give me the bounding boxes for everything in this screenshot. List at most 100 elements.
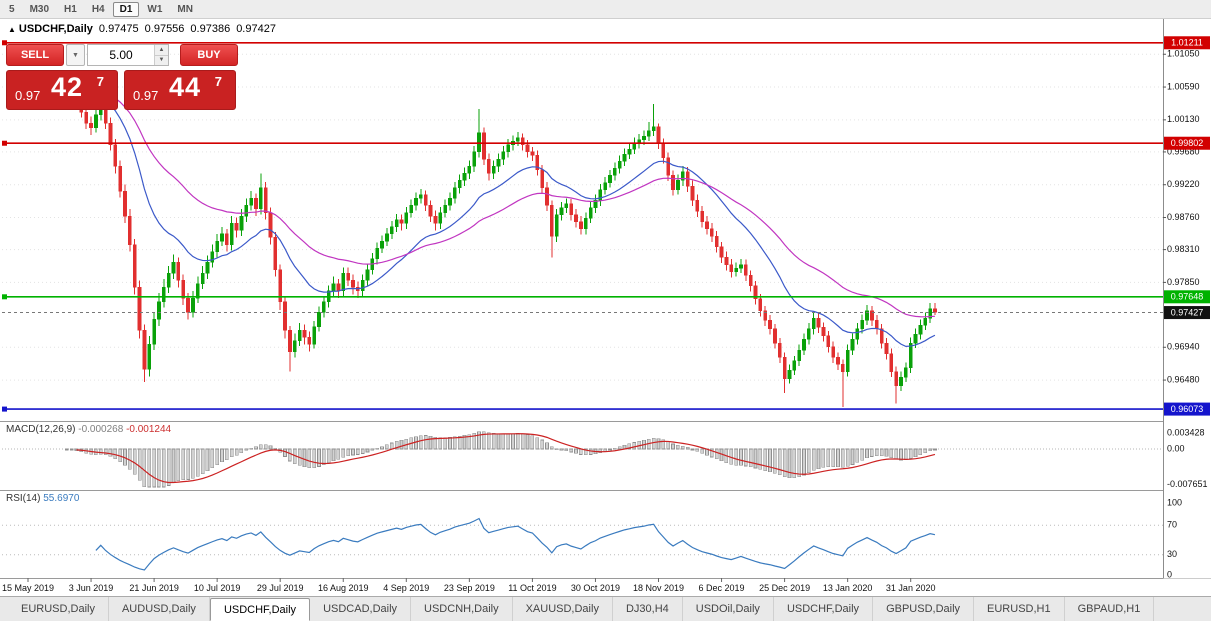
date-axis-label: 21 Jun 2019 (129, 583, 179, 593)
price-axis-label: 0.99680 (1167, 146, 1200, 156)
chart-tab-3-usdcad-daily[interactable]: USDCAD,Daily (310, 597, 412, 621)
timeframe-toolbar: 5 M30 H1 H4 D1 W1 MN (0, 0, 1211, 19)
price-badge-text: 1.01211 (1171, 38, 1203, 48)
timeframe-button-m30[interactable]: M30 (29, 3, 50, 15)
chart-tab-1-audusd-daily[interactable]: AUDUSD,Daily (109, 597, 210, 621)
order-type-dropdown[interactable]: ▼ (66, 44, 85, 66)
price-axis-label: 0.98760 (1167, 212, 1200, 222)
level-line-handle[interactable] (2, 140, 7, 146)
price-axis: 1.01050 1.00590 1.00130 0.99680 0.99220 0.987… (1163, 49, 1200, 384)
date-axis-label: 3 Jun 2019 (69, 583, 114, 593)
sell-price-pip: 7 (96, 74, 104, 89)
date-axis-label: 10 Jul 2019 (194, 583, 241, 593)
buy-price-base: 0.97 (133, 88, 159, 103)
timeframe-button-w1[interactable]: W1 (147, 3, 163, 15)
chart-quote-line: ▲ USDCHF,Daily 0.97475 0.97556 0.97386 0… (8, 23, 276, 35)
price-axis-label: 0.99220 (1167, 179, 1200, 189)
rsi-label: RSI(14) 55.6970 (6, 493, 80, 504)
horizontal-level-lines[interactable] (2, 40, 1163, 412)
price-badge-1.01211 (1164, 36, 1210, 50)
chart-tab-4-usdcnh-daily[interactable]: USDCNH,Daily (411, 597, 513, 621)
chevron-down-icon: ▼ (72, 51, 79, 59)
price-gridlines (2, 53, 1163, 381)
rsi-axis-label: 100 (1167, 497, 1182, 507)
buy-price-box[interactable]: 0.97 44 7 (124, 70, 236, 110)
date-axis-label: 16 Aug 2019 (318, 583, 369, 593)
chart-tab-5-xauusd-daily[interactable]: XAUUSD,Daily (513, 597, 613, 621)
macd-signal-line (76, 433, 936, 484)
price-badge-0.99802 (1164, 136, 1210, 150)
quote-open: 0.97475 (98, 23, 139, 35)
sell-price-big: 42 (51, 72, 84, 102)
price-axis-label: 1.00130 (1167, 114, 1200, 124)
chart-tab-0-eurusd-daily[interactable]: EURUSD,Daily (8, 597, 109, 621)
price-axis-label: 0.97850 (1167, 277, 1200, 287)
macd-histogram (2, 431, 1163, 488)
date-axis-label: 15 May 2019 (2, 583, 54, 593)
price-axis-label: 0.98310 (1167, 244, 1200, 254)
date-axis-label: 13 Jan 2020 (823, 583, 873, 593)
one-click-trading-panel: SELL ▼ 5.00 ▲ ▼ BUY 0.97 42 7 0.97 44 (6, 44, 246, 110)
date-axis-label: 4 Sep 2019 (383, 583, 429, 593)
candles (26, 73, 937, 408)
volume-input[interactable]: 5.00 ▲ ▼ (87, 44, 169, 66)
level-line-handle[interactable] (2, 294, 7, 300)
ma-slow-line (27, 82, 935, 318)
price-axis-label: 1.00590 (1167, 81, 1200, 91)
chart-tab-8-usdchf-daily[interactable]: USDCHF,Daily (774, 597, 874, 621)
price-direction-icon: ▲ (8, 25, 16, 34)
timeframe-button-5[interactable]: 5 (9, 3, 15, 15)
chart-tab-7-usdoil-daily[interactable]: USDOil,Daily (683, 597, 774, 621)
chart-tab-bar: EURUSD,Daily AUDUSD,Daily USDCHF,Daily USDC… (0, 596, 1211, 621)
price-badge-0.97427 (1164, 306, 1210, 320)
date-axis-label: 25 Dec 2019 (759, 583, 810, 593)
macd-axis-label: -0.007651 (1167, 479, 1208, 489)
volume-value[interactable]: 5.00 (109, 48, 133, 62)
rsi-panel (2, 524, 1163, 556)
sell-button[interactable]: SELL (6, 44, 64, 66)
rsi-axis-label: 30 (1167, 549, 1177, 559)
quote-high: 0.97556 (144, 23, 185, 35)
chart-tab-9-gbpusd-daily[interactable]: GBPUSD,Daily (873, 597, 975, 621)
chart-tab-6-dj30-h4[interactable]: DJ30,H4 (613, 597, 683, 621)
level-line-handle[interactable] (2, 406, 7, 412)
price-badge-text: 0.97648 (1171, 292, 1204, 302)
price-axis-label: 1.01050 (1167, 49, 1200, 59)
macd-label: MACD(12,26,9) -0.000268 -0.001244 (6, 424, 172, 435)
date-axis-label: 11 Oct 2019 (508, 583, 556, 593)
stepper-down-icon[interactable]: ▼ (155, 55, 168, 65)
chart-tab-2-usdchf-daily[interactable]: USDCHF,Daily (209, 598, 311, 621)
timeframe-button-d1[interactable]: D1 (112, 1, 140, 17)
level-line-handle[interactable] (2, 40, 7, 46)
sell-price-box[interactable]: 0.97 42 7 (6, 70, 118, 110)
price-badge-0.97648 (1164, 290, 1210, 304)
price-badge-text: 0.99802 (1171, 138, 1204, 148)
date-axis-label: 30 Oct 2019 (571, 583, 620, 593)
rsi-line (95, 517, 936, 571)
timeframe-button-h1[interactable]: H1 (64, 3, 77, 15)
chart-symbol-label: USDCHF,Daily (18, 23, 93, 35)
volume-stepper: ▲ ▼ (154, 45, 168, 65)
price-axis-label: 0.96940 (1167, 342, 1200, 352)
buy-button[interactable]: BUY (180, 44, 238, 66)
timeframe-button-h4[interactable]: H4 (91, 3, 105, 15)
price-axis-label: 0.96480 (1167, 374, 1200, 384)
date-axis-label: 29 Jul 2019 (257, 583, 304, 593)
ma-fast-line (27, 82, 936, 347)
chart-tab-10-eurusd-h1[interactable]: EURUSD,H1 (974, 597, 1065, 621)
stepper-up-icon[interactable]: ▲ (155, 45, 168, 56)
price-badge-text: 0.97427 (1171, 307, 1204, 317)
quote-close: 0.97427 (236, 23, 276, 35)
date-axis-label: 23 Sep 2019 (444, 583, 495, 593)
macd-axis-label: 0.003428 (1167, 427, 1205, 437)
timeframe-button-mn[interactable]: MN (177, 3, 193, 15)
chart-tab-11-gbpaud-h1[interactable]: GBPAUD,H1 (1065, 597, 1155, 621)
date-axis-label: 31 Jan 2020 (886, 583, 936, 593)
date-axis: 15 May 2019 3 Jun 2019 21 Jun 2019 10 Jul 2… (2, 578, 935, 593)
price-badge-text: 0.96073 (1171, 404, 1204, 414)
rsi-axis-label: 70 (1167, 520, 1177, 530)
macd-axis-label: 0.00 (1167, 443, 1185, 453)
buy-price-pip: 7 (214, 74, 222, 89)
